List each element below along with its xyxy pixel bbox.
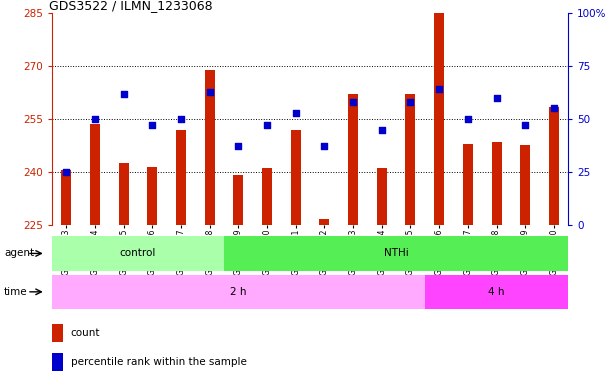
Bar (176, 129, 186, 225)
Point (233, 143, 243, 149)
Point (119, 91, 128, 97)
Point (320, 143, 329, 149)
Bar (406, 94, 415, 225)
Text: NTHi: NTHi (384, 248, 409, 258)
Bar (348, 94, 358, 225)
Point (61, 169, 71, 175)
Bar (205, 70, 214, 225)
Bar (52, 275, 425, 309)
Point (176, 116, 186, 122)
Bar (434, 13, 444, 225)
Bar (320, 219, 329, 225)
Bar (463, 144, 473, 225)
Point (291, 109, 301, 116)
Text: GDS3522 / ILMN_1233068: GDS3522 / ILMN_1233068 (49, 0, 213, 12)
Bar (61, 170, 71, 225)
Point (262, 122, 272, 128)
Point (549, 105, 559, 111)
Bar (549, 107, 559, 225)
Bar (425, 275, 568, 309)
Bar (233, 175, 243, 225)
Text: 4 h: 4 h (488, 287, 505, 297)
Text: 2 h: 2 h (230, 287, 247, 297)
Bar (491, 142, 502, 225)
Point (434, 86, 444, 93)
Point (377, 126, 387, 132)
Bar (224, 236, 568, 271)
Bar (52, 324, 64, 342)
Bar (52, 236, 224, 271)
Text: percentile rank within the sample: percentile rank within the sample (70, 357, 246, 367)
Point (406, 99, 415, 105)
Point (463, 116, 473, 122)
Text: control: control (120, 248, 156, 258)
Point (147, 122, 157, 128)
Bar (52, 353, 64, 371)
Text: count: count (70, 328, 100, 338)
Bar (90, 124, 100, 225)
Point (205, 88, 214, 94)
Point (521, 122, 530, 128)
Text: agent: agent (4, 248, 34, 258)
Point (492, 95, 502, 101)
Text: time: time (4, 287, 27, 297)
Bar (262, 168, 272, 225)
Bar (291, 129, 301, 225)
Bar (520, 146, 530, 225)
Point (90, 116, 100, 122)
Bar (377, 168, 387, 225)
Bar (119, 163, 129, 225)
Bar (147, 167, 158, 225)
Point (348, 99, 358, 105)
